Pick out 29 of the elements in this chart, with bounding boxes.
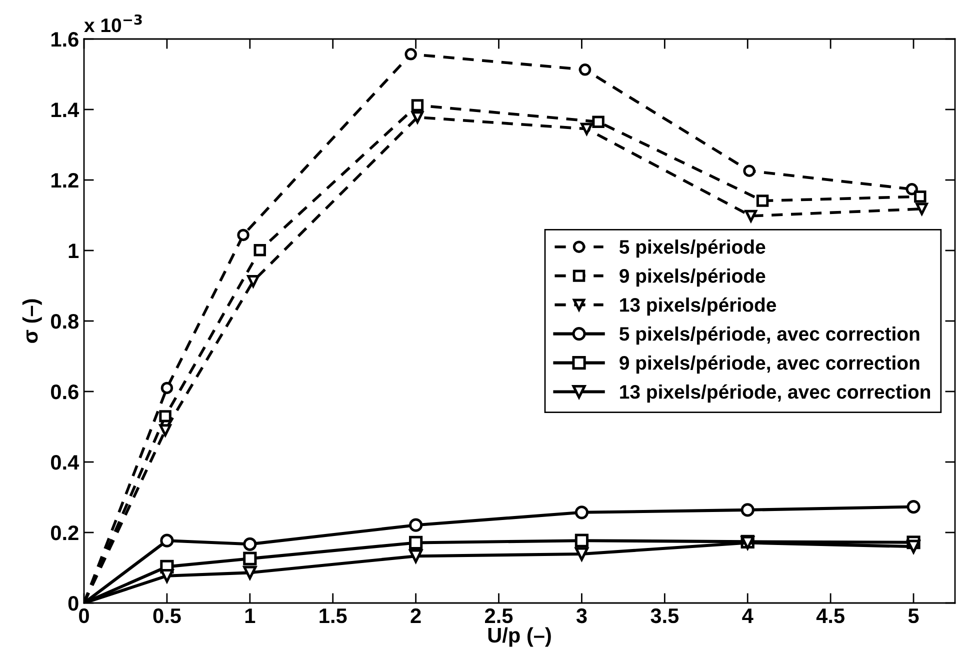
x-tick-label: 0.5 [153,608,181,624]
x-tick-label: 4.5 [816,608,844,624]
y-tick-label: 0.8 [51,314,79,329]
x-tick-label: 5 [908,608,919,624]
x-tick-label: 1 [245,608,256,623]
x-tick-label: 2.5 [485,608,513,624]
y-tick-label: 1.2 [51,173,78,188]
legend-label: 13 pixels/période, avec correction [620,384,930,403]
y-tick-label: 1 [68,244,79,258]
x-tick-label: 3.5 [650,608,679,624]
legend-label: 5 pixels/période [619,239,766,258]
y-tick-label: 0 [68,596,78,611]
x-tick-label: 3 [576,608,587,624]
y-tick-label: 1.4 [51,102,80,118]
legend-label: 13 pixels/période [620,297,776,316]
x-axis-title: U/p (–) [488,627,551,647]
text: x 10$^{−3}$ [84,14,142,32]
x-tick-label: 2 [410,608,421,623]
y-tick-label: 0.4 [51,455,80,470]
x-tick-label: 0 [79,608,89,624]
y-tick-label: 0.2 [51,526,78,540]
x-tick-label: 1.5 [320,608,347,624]
y-tick-label: 0.6 [51,384,78,400]
legend-label: 9 pixels/période [620,268,766,287]
legend-label: 9 pixels/période, avec correction [620,355,920,374]
legend-label: 5 pixels/période, avec correction [619,326,920,345]
y-tick-label: 1.6 [51,32,78,47]
y-axis-title: σ (–) [22,299,42,343]
x-tick-label: 4 [742,608,754,623]
